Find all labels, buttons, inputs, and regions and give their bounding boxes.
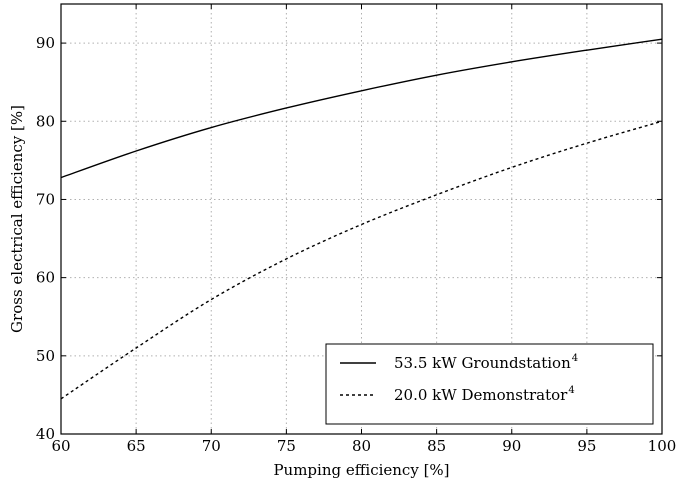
x-tick-label: 75	[277, 437, 296, 455]
x-tick-label: 100	[648, 437, 676, 455]
legend-label-53-5-kw-groundstation: 53.5 kW Groundstation4	[394, 353, 578, 372]
x-tick-label: 80	[352, 437, 371, 455]
legend-label-20-0-kw-demonstrator: 20.0 kW Demonstrator4	[394, 385, 575, 404]
x-tick-label: 85	[427, 437, 446, 455]
x-tick-label: 70	[202, 437, 221, 455]
x-tick-label: 65	[127, 437, 146, 455]
y-tick-label: 60	[36, 269, 55, 287]
y-tick-label: 50	[36, 347, 55, 365]
y-tick-label: 40	[36, 425, 55, 443]
y-tick-label: 90	[36, 34, 55, 52]
x-tick-label: 95	[577, 437, 596, 455]
y-tick-label: 80	[36, 112, 55, 130]
y-axis-label: Gross electrical efficiency [%]	[8, 105, 26, 333]
x-axis-label: Pumping efficiency [%]	[273, 461, 449, 479]
legend: 53.5 kW Groundstation4 20.0 kW Demonstrat…	[326, 344, 653, 424]
x-tick-label: 90	[502, 437, 521, 455]
y-tick-label: 70	[36, 190, 55, 208]
